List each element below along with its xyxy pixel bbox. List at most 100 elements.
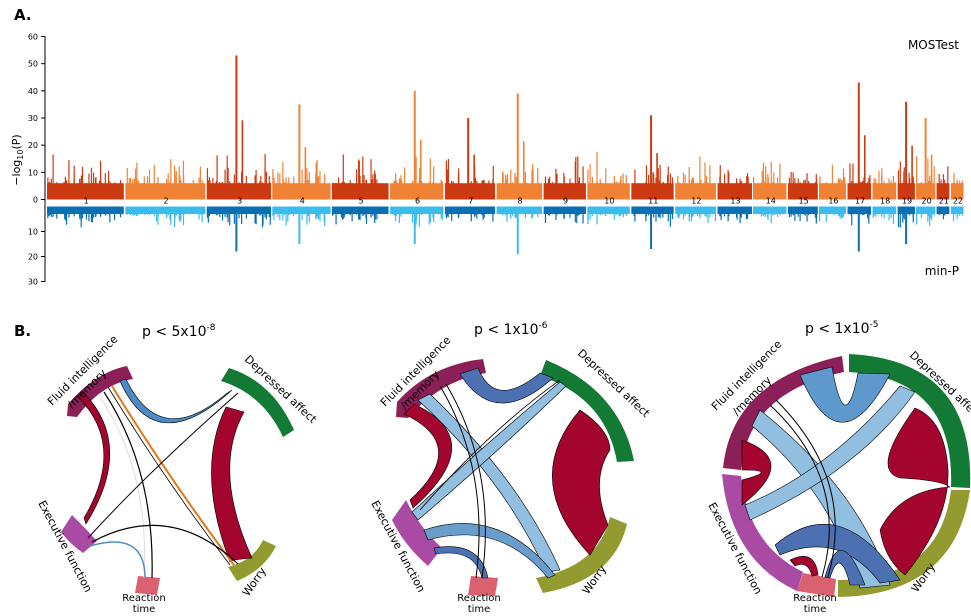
chord2-fluid-executive xyxy=(403,403,452,509)
label-time-3: time xyxy=(804,604,827,615)
chord3-reaction-worry xyxy=(824,550,866,586)
chromosome-label: 19 xyxy=(902,197,912,206)
arc-worry xyxy=(228,540,276,581)
chromosome-label: 5 xyxy=(359,197,364,206)
chord-executive-reaction xyxy=(89,541,146,579)
arc-executive-function xyxy=(61,515,97,553)
chromosome-label: 17 xyxy=(855,197,865,206)
panel-a-label: A. xyxy=(14,6,32,24)
manhattan-band-bottom xyxy=(125,206,206,214)
chord-fluid-depressed xyxy=(119,378,233,424)
chromosome-label: 12 xyxy=(691,197,701,206)
chord-diagram-3: Fluid intelligence /memory Depressed aff… xyxy=(705,338,971,615)
manhattan-band-bottom xyxy=(753,206,787,214)
y-tick-label: 50 xyxy=(28,60,38,69)
chromosome-label: 22 xyxy=(953,197,963,206)
chromosome-label: 7 xyxy=(468,197,473,206)
label-reaction: Reaction xyxy=(122,593,165,604)
chromosome-label: 6 xyxy=(415,197,420,206)
chord2-executive-depressed-b xyxy=(419,379,561,511)
manhattan-band-top xyxy=(125,183,206,200)
arc-reaction-time-3 xyxy=(797,573,836,597)
chromosome-label: 13 xyxy=(730,197,740,206)
chromosome-label: 2 xyxy=(164,197,169,206)
y-axis-label: −log10(P) xyxy=(10,134,25,185)
chromosome-label: 9 xyxy=(563,197,568,206)
chord3-executive-depressed xyxy=(744,385,916,521)
chord2-depressed-worry xyxy=(552,409,611,556)
manhattan-band-bottom xyxy=(787,206,818,214)
threshold-title-3: p < 1x10-5 xyxy=(805,320,879,337)
manhattan-band-bottom xyxy=(496,206,543,214)
manhattan-band-top xyxy=(717,183,753,200)
chromosome-label: 1 xyxy=(84,197,89,206)
y-tick-label: 10 xyxy=(28,228,38,237)
mostest-label: MOSTest xyxy=(908,38,959,52)
svg-text:p < 1x10-6: p < 1x10-6 xyxy=(474,321,548,338)
chord-fluid-reaction-2 xyxy=(97,393,146,579)
label-time-2: time xyxy=(468,604,491,615)
label-reaction-3: Reaction xyxy=(793,593,836,604)
svg-text:p < 5x10-8: p < 5x10-8 xyxy=(142,323,216,340)
chord3-executive-worry xyxy=(774,523,901,584)
y-tick-label: 30 xyxy=(28,114,38,123)
arc-fluid-intelligence xyxy=(67,366,133,417)
threshold-title-1: p < 5x10-8 xyxy=(142,323,216,340)
chromosome-label: 3 xyxy=(237,197,242,206)
arc-reaction-time xyxy=(135,576,160,595)
manhattan-band-bottom xyxy=(916,206,936,214)
manhattan-band-bottom xyxy=(587,206,630,214)
chord-fluid-executive xyxy=(76,391,111,525)
chord-executive-depressed xyxy=(87,392,239,539)
chord2-fluid-reaction xyxy=(439,385,480,579)
arc-worry-2 xyxy=(536,517,627,593)
chord3-fluid-reaction xyxy=(769,404,830,578)
chord-depressed-worry xyxy=(211,406,253,563)
y-tick-label: 10 xyxy=(28,168,38,177)
chord2-executive-depressed xyxy=(411,381,567,521)
chord-executive-worry xyxy=(91,524,239,565)
chord2-fluid-reaction-b xyxy=(445,383,486,579)
chromosome-label: 18 xyxy=(880,197,890,206)
arc-worry-3 xyxy=(838,490,970,597)
chord3-fluid-executive xyxy=(741,439,772,506)
chromosome-label: 14 xyxy=(766,197,776,206)
label-time: time xyxy=(133,604,156,615)
chord-fluid-worry xyxy=(111,385,235,566)
chromosome-label: 10 xyxy=(604,197,614,206)
chord-fluid-reaction xyxy=(103,391,153,579)
manhattan-band-bottom xyxy=(444,206,496,214)
chromosome-label: 21 xyxy=(939,197,949,206)
chord2-executive-reaction xyxy=(433,546,489,579)
chord2-executive-worry xyxy=(423,523,556,579)
y-tick-label: 20 xyxy=(28,253,38,262)
chord3-fluid-reaction-b xyxy=(775,399,836,578)
manhattan-band-bottom xyxy=(675,206,716,214)
chord3-depressed-worry xyxy=(879,407,951,576)
svg-text:p < 1x10-5: p < 1x10-5 xyxy=(805,320,879,337)
label-reaction-2: Reaction xyxy=(457,593,500,604)
arc-executive-function-2 xyxy=(392,500,442,566)
chord-diagram-2: Fluid intelligence /memory Depressed aff… xyxy=(368,334,652,615)
y-tick-label: 20 xyxy=(28,141,38,150)
manhattan-band-bottom xyxy=(47,206,124,214)
arc-reaction-time-2 xyxy=(468,576,498,596)
chromosome-label: 15 xyxy=(799,197,809,206)
y-tick-label: 40 xyxy=(28,87,38,96)
threshold-title-2: p < 1x10-6 xyxy=(474,321,548,338)
chromosome-label: 4 xyxy=(300,197,305,206)
arc-depressed-affect xyxy=(221,368,294,437)
arc-depressed-affect-3 xyxy=(849,354,971,488)
panel-b-label: B. xyxy=(14,322,31,340)
minp-label: min-P xyxy=(925,264,959,278)
chromosome-label: 8 xyxy=(518,197,523,206)
chromosome-label: 16 xyxy=(828,197,838,206)
chord2-fluid-depressed xyxy=(459,367,554,404)
chord3-fluid-depressed xyxy=(799,366,891,423)
chromosome-label: 20 xyxy=(922,197,932,206)
y-tick-label: 30 xyxy=(28,278,38,287)
chromosome-label: 11 xyxy=(648,197,658,206)
y-tick-label: 0 xyxy=(33,196,38,205)
